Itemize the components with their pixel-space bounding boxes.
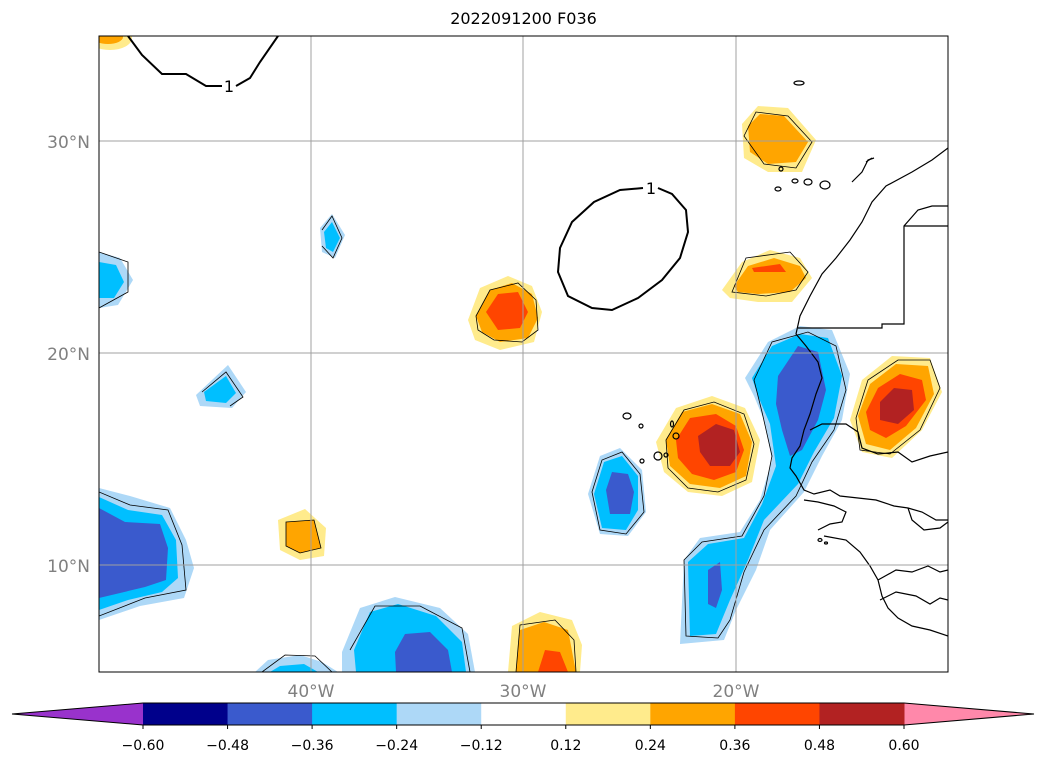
- plot-title: 2022091200 F036: [450, 9, 597, 28]
- anomaly-negative-35w-5n: [342, 597, 475, 672]
- anomaly-negative-43w-18n: [196, 365, 246, 408]
- colorbar-segment: [312, 703, 398, 725]
- anomaly-negative-26w-13n: [588, 448, 646, 536]
- colorbar-segment: [565, 703, 651, 725]
- anomaly-negative-left-24n: [99, 251, 133, 309]
- map-frame: [98, 35, 949, 673]
- contour-line-top: [127, 36, 279, 87]
- colorbar-segment: [143, 703, 229, 725]
- colorbar-tick-label: 0.24: [635, 738, 666, 754]
- colorbar-extend-high: [904, 703, 1034, 725]
- anomaly-positive-17w-23n: [722, 250, 812, 302]
- anomaly-positive-29w-5n: [508, 612, 582, 672]
- lon-label-40w: 40°W: [288, 682, 335, 702]
- lat-label-10n: 10°N: [47, 557, 90, 577]
- colorbar-segment: [227, 703, 313, 725]
- lon-label-30w: 30°W: [500, 682, 547, 702]
- colorbar-extend-low: [12, 703, 143, 725]
- colorbar-tick-label: 0.48: [804, 738, 835, 754]
- colorbar-tick-label: −0.24: [375, 738, 418, 754]
- anomaly-negative-left-10n: [99, 488, 194, 620]
- colorbar-tick-label: −0.12: [460, 738, 503, 754]
- coastlines: [622, 80, 948, 637]
- contour-label-oval: 1: [646, 179, 656, 198]
- contour-line-oval: [556, 187, 690, 312]
- colorbar-tick-label: 0.60: [888, 738, 919, 754]
- lat-label-20n: 20°N: [47, 345, 90, 365]
- anomaly-positive-topleft: [99, 36, 132, 50]
- colorbar-segment: [396, 703, 482, 725]
- anomaly-positive-11w-17n: [850, 356, 942, 458]
- colorbar-segment: [481, 703, 567, 725]
- anomaly-positive-21w-16n: [656, 396, 760, 496]
- anomaly-positive-40w-11n: [278, 509, 326, 560]
- colorbar-tick-label: −0.60: [122, 738, 165, 754]
- colorbar: −0.60 −0.48 −0.36 −0.24 −0.12 0.12 0.24 0.36 0.4…: [11, 702, 1035, 754]
- anomaly-positive-18w-30n: [742, 106, 816, 172]
- gridlines: [99, 36, 948, 672]
- colorbar-segment: [650, 703, 736, 725]
- anomaly-negative-42w-5n: [255, 654, 338, 672]
- colorbar-tick-label: −0.36: [291, 738, 334, 754]
- colorbar-tick-label: 0.36: [719, 738, 750, 754]
- colorbar-tick-label: −0.48: [206, 738, 249, 754]
- lon-label-20w: 20°W: [713, 682, 760, 702]
- colorbar-segment: [734, 703, 820, 725]
- colorbar-tick-label: 0.12: [550, 738, 581, 754]
- lat-label-30n: 30°N: [47, 133, 90, 153]
- colorbar-segment: [819, 703, 905, 725]
- anomaly-negative-38w-25n: [320, 214, 345, 259]
- contour-label-top: 1: [224, 77, 234, 96]
